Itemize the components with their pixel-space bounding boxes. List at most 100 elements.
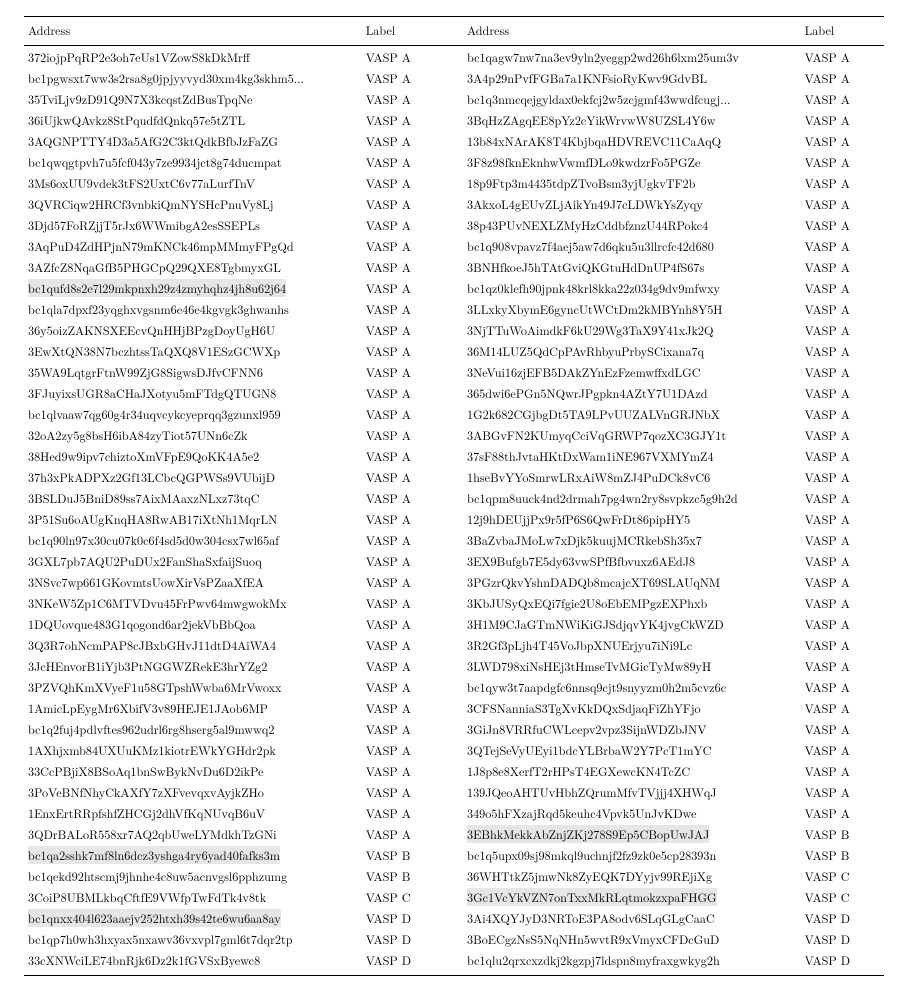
cell-label: VASP A [362, 802, 445, 823]
cell-address: 3NeVui16zjEFB5DAkZYnEzFzemwffxdLGC [463, 361, 801, 382]
cell-label: VASP A [801, 256, 884, 277]
cell-label: VASP A [362, 571, 445, 592]
cell-address: 35TviLjv9zD91Q9N7X3kcqstZdBusTpqNe [24, 88, 362, 109]
cell-gap [445, 886, 463, 907]
cell-label: VASP A [801, 277, 884, 298]
cell-label: VASP A [362, 760, 445, 781]
col-gap [445, 17, 463, 46]
cell-gap [445, 487, 463, 508]
table-row: 37h3xPkADPXz2Gf13LCbcQGPWSs9VUbijDVASP A… [24, 466, 884, 487]
cell-gap [445, 109, 463, 130]
table-row: 3AQGNPTTY4D3a5AfG2C3ktQdkBfbJzFaZGVASP A… [24, 130, 884, 151]
cell-address: bc1qwqgtpvh7u5fcf043y7ze9934jct8g74ducmp… [24, 151, 362, 172]
cell-address: 3BqHzZAgqEE8pYz2cYikWrvwW8UZSL4Y6w [463, 109, 801, 130]
col-address-right: Address [463, 17, 801, 46]
cell-label: VASP A [801, 781, 884, 802]
table-row: bc1qwqgtpvh7u5fcf043y7ze9934jct8g74ducmp… [24, 151, 884, 172]
table-row: 1AXhjxmb84UXUuKMz1kiotrEWkYGHdr2pkVASP A… [24, 739, 884, 760]
cell-label: VASP A [362, 151, 445, 172]
cell-label: VASP A [362, 676, 445, 697]
table-row: bc1qlvaaw7qg60g4r34uqvcykcyeprqq3gzunxl9… [24, 403, 884, 424]
table-row: 3QDrBALoR558xr7AQ2qbUweLYMdkhTzGNiVASP A… [24, 823, 884, 844]
cell-label: VASP A [801, 298, 884, 319]
cell-label: VASP A [362, 382, 445, 403]
cell-label: VASP A [362, 109, 445, 130]
cell-label: VASP A [362, 739, 445, 760]
table-row: bc1q2fuj4pdlvftes962udrl6rg8hserg5al9mww… [24, 718, 884, 739]
cell-address: bc1pgwsxt7ww3s2rsa8g0jpjyyvyd30xm4kg3skh… [24, 67, 362, 88]
cell-label: VASP A [362, 550, 445, 571]
address-label-table: Address Label Address Label 372iojpPqRP2… [24, 16, 884, 976]
table-row: bc1qla7dpxf23yqghxvgsnm6e46e4kgvgk3ghwan… [24, 298, 884, 319]
table-row: 38Hed9w9ipv7chiztoXmVFpE9QoKK4A5e2VASP A… [24, 445, 884, 466]
table-row: 3EwXtQN38N7bczhtssTaQXQ8V1ESzGCWXpVASP A… [24, 340, 884, 361]
cell-label: VASP A [362, 823, 445, 844]
cell-address: 18p9Ftp3m4435tdpZTvoBsm3yjUgkvTF2b [463, 172, 801, 193]
cell-label: VASP A [362, 193, 445, 214]
cell-gap [445, 613, 463, 634]
cell-address: 33CcPBjiX8BSoAq1bnSwBykNvDu6D2ikPe [24, 760, 362, 781]
cell-label: VASP A [801, 550, 884, 571]
cell-address: bc1qnxx404l623aaejv252htxh39s42te6wu6aa8… [24, 907, 362, 928]
cell-address: 372iojpPqRP2e3oh7eUs1VZowS8kDkMrff [24, 46, 362, 68]
cell-gap [445, 130, 463, 151]
table-row: 3PZVQhKmXVyeF1u58GTpshWwba6MrVwoxxVASP A… [24, 676, 884, 697]
cell-gap [445, 550, 463, 571]
cell-address: 36iUjkwQAvkz8StPqudfdQnkq57e5tZTL [24, 109, 362, 130]
cell-label: VASP A [362, 529, 445, 550]
cell-label: VASP A [801, 802, 884, 823]
cell-address: 3LLxkyXbymE6gyncUtWCtDm2kMBYnh8Y5H [463, 298, 801, 319]
cell-address: 3Ms6oxUU9vdek3tFS2UxtC6v77aLurfTnV [24, 172, 362, 193]
cell-label: VASP A [362, 613, 445, 634]
cell-label: VASP A [362, 340, 445, 361]
cell-label: VASP A [801, 193, 884, 214]
cell-label: VASP A [801, 676, 884, 697]
cell-address: bc1q2fuj4pdlvftes962udrl6rg8hserg5al9mww… [24, 718, 362, 739]
cell-address: 3BSLDuJ5BniD89ss7AixMAaxzNLxz73tqC [24, 487, 362, 508]
cell-label: VASP A [362, 88, 445, 109]
cell-gap [445, 46, 463, 68]
cell-label: VASP A [801, 109, 884, 130]
table-row: 1DQUovque483G1qogond6ar2jekVbBbQoaVASP A… [24, 613, 884, 634]
cell-address: 13b84xNArAK8T4KbjbqaHDVREVC11CaAqQ [463, 130, 801, 151]
cell-label: VASP A [362, 781, 445, 802]
table-row: 3JcHEnvorB1iYjb3PtNGGWZRekE3hrYZg2VASP A… [24, 655, 884, 676]
cell-label: VASP B [362, 865, 445, 886]
cell-address: 3Gc1VcYkVZN7onTxxMkRLqtmokzxpaFHGG [463, 886, 801, 907]
cell-gap [445, 508, 463, 529]
col-label-left: Label [362, 17, 445, 46]
cell-address: bc1qagw7nw7na3ev9yln2yeggp2wd26h6lxm25um… [463, 46, 801, 68]
table-row: bc1qnxx404l623aaejv252htxh39s42te6wu6aa8… [24, 907, 884, 928]
cell-label: VASP A [801, 739, 884, 760]
cell-address: bc1qa2sshk7mf8ln6dcz3yshga4ry6yad40fafks… [24, 844, 362, 865]
cell-address: 349o5hFXzajRqd5keuhc4Vpvk5UnJvKDwe [463, 802, 801, 823]
cell-label: VASP A [801, 46, 884, 68]
cell-label: VASP A [801, 130, 884, 151]
table-row: 3P51Su6oAUgKnqHA8RwAB17iXtNh1MqrLNVASP A… [24, 508, 884, 529]
cell-label: VASP B [362, 844, 445, 865]
cell-address: bc1qla7dpxf23yqghxvgsnm6e46e4kgvgk3ghwan… [24, 298, 362, 319]
cell-label: VASP A [801, 697, 884, 718]
cell-gap [445, 193, 463, 214]
table-header-row: Address Label Address Label [24, 17, 884, 46]
cell-gap [445, 277, 463, 298]
cell-label: VASP A [801, 571, 884, 592]
cell-label: VASP A [801, 382, 884, 403]
cell-gap [445, 172, 463, 193]
cell-address: 3GXL7pb7AQU2PuDUx2FanShaSxfaijSuoq [24, 550, 362, 571]
cell-address: 1AmicLpEygMr6XbifV3v89HEJE1JAob6MP [24, 697, 362, 718]
cell-address: bc1qp7h0wh3hxyax5nxawv36vxvpl7gml6t7dqr2… [24, 928, 362, 949]
table-body: 372iojpPqRP2e3oh7eUs1VZowS8kDkMrff VASP A… [24, 46, 884, 976]
cell-address: 3EX9Bufgb7E5dy63vwSPfBfbvuxz6AEdJ8 [463, 550, 801, 571]
table-row: 3CoiP8UBMLkbqCftfE9VWfpTwFdTk4v8tkVASP C… [24, 886, 884, 907]
cell-address: 1AXhjxmb84UXUuKMz1kiotrEWkYGHdr2pk [24, 739, 362, 760]
table-row: bc1pgwsxt7ww3s2rsa8g0jpjyyvyd30xm4kg3skh… [24, 67, 884, 88]
table-row: 36y5oizZAKNSXEEcvQnHHjBPzgDoyUgH6UVASP A… [24, 319, 884, 340]
cell-address: 3BoECgzNsS5NqNHn5wvtR9xVmyxCFDcGuD [463, 928, 801, 949]
cell-address: 36WHTtkZ5jmwNk8ZyEQK7DYyjv99REjiXg [463, 865, 801, 886]
cell-address: bc1q90ln97x30cu07k0c6f4sd5d0w304csx7wl65… [24, 529, 362, 550]
cell-gap [445, 802, 463, 823]
cell-label: VASP A [801, 466, 884, 487]
cell-address: 3BNHfkoeJ5hTAtGviQKGtuHdDnUP4fS67s [463, 256, 801, 277]
cell-label: VASP A [362, 403, 445, 424]
